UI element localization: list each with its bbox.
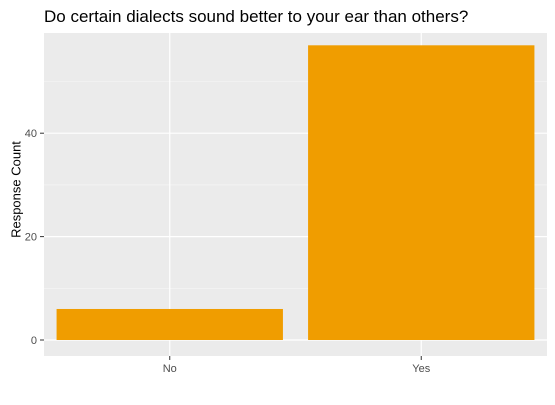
y-axis-label: Response Count: [8, 141, 24, 238]
chart-title: Do certain dialects sound better to your…: [44, 7, 469, 26]
y-tick-label: 0: [31, 335, 37, 347]
bar-yes: [308, 45, 535, 341]
x-tick-label: No: [163, 363, 177, 375]
y-tick-label: 20: [25, 232, 37, 244]
y-tick-label: 40: [25, 128, 37, 140]
x-tick-label: Yes: [412, 363, 430, 375]
bar-no: [56, 308, 283, 340]
